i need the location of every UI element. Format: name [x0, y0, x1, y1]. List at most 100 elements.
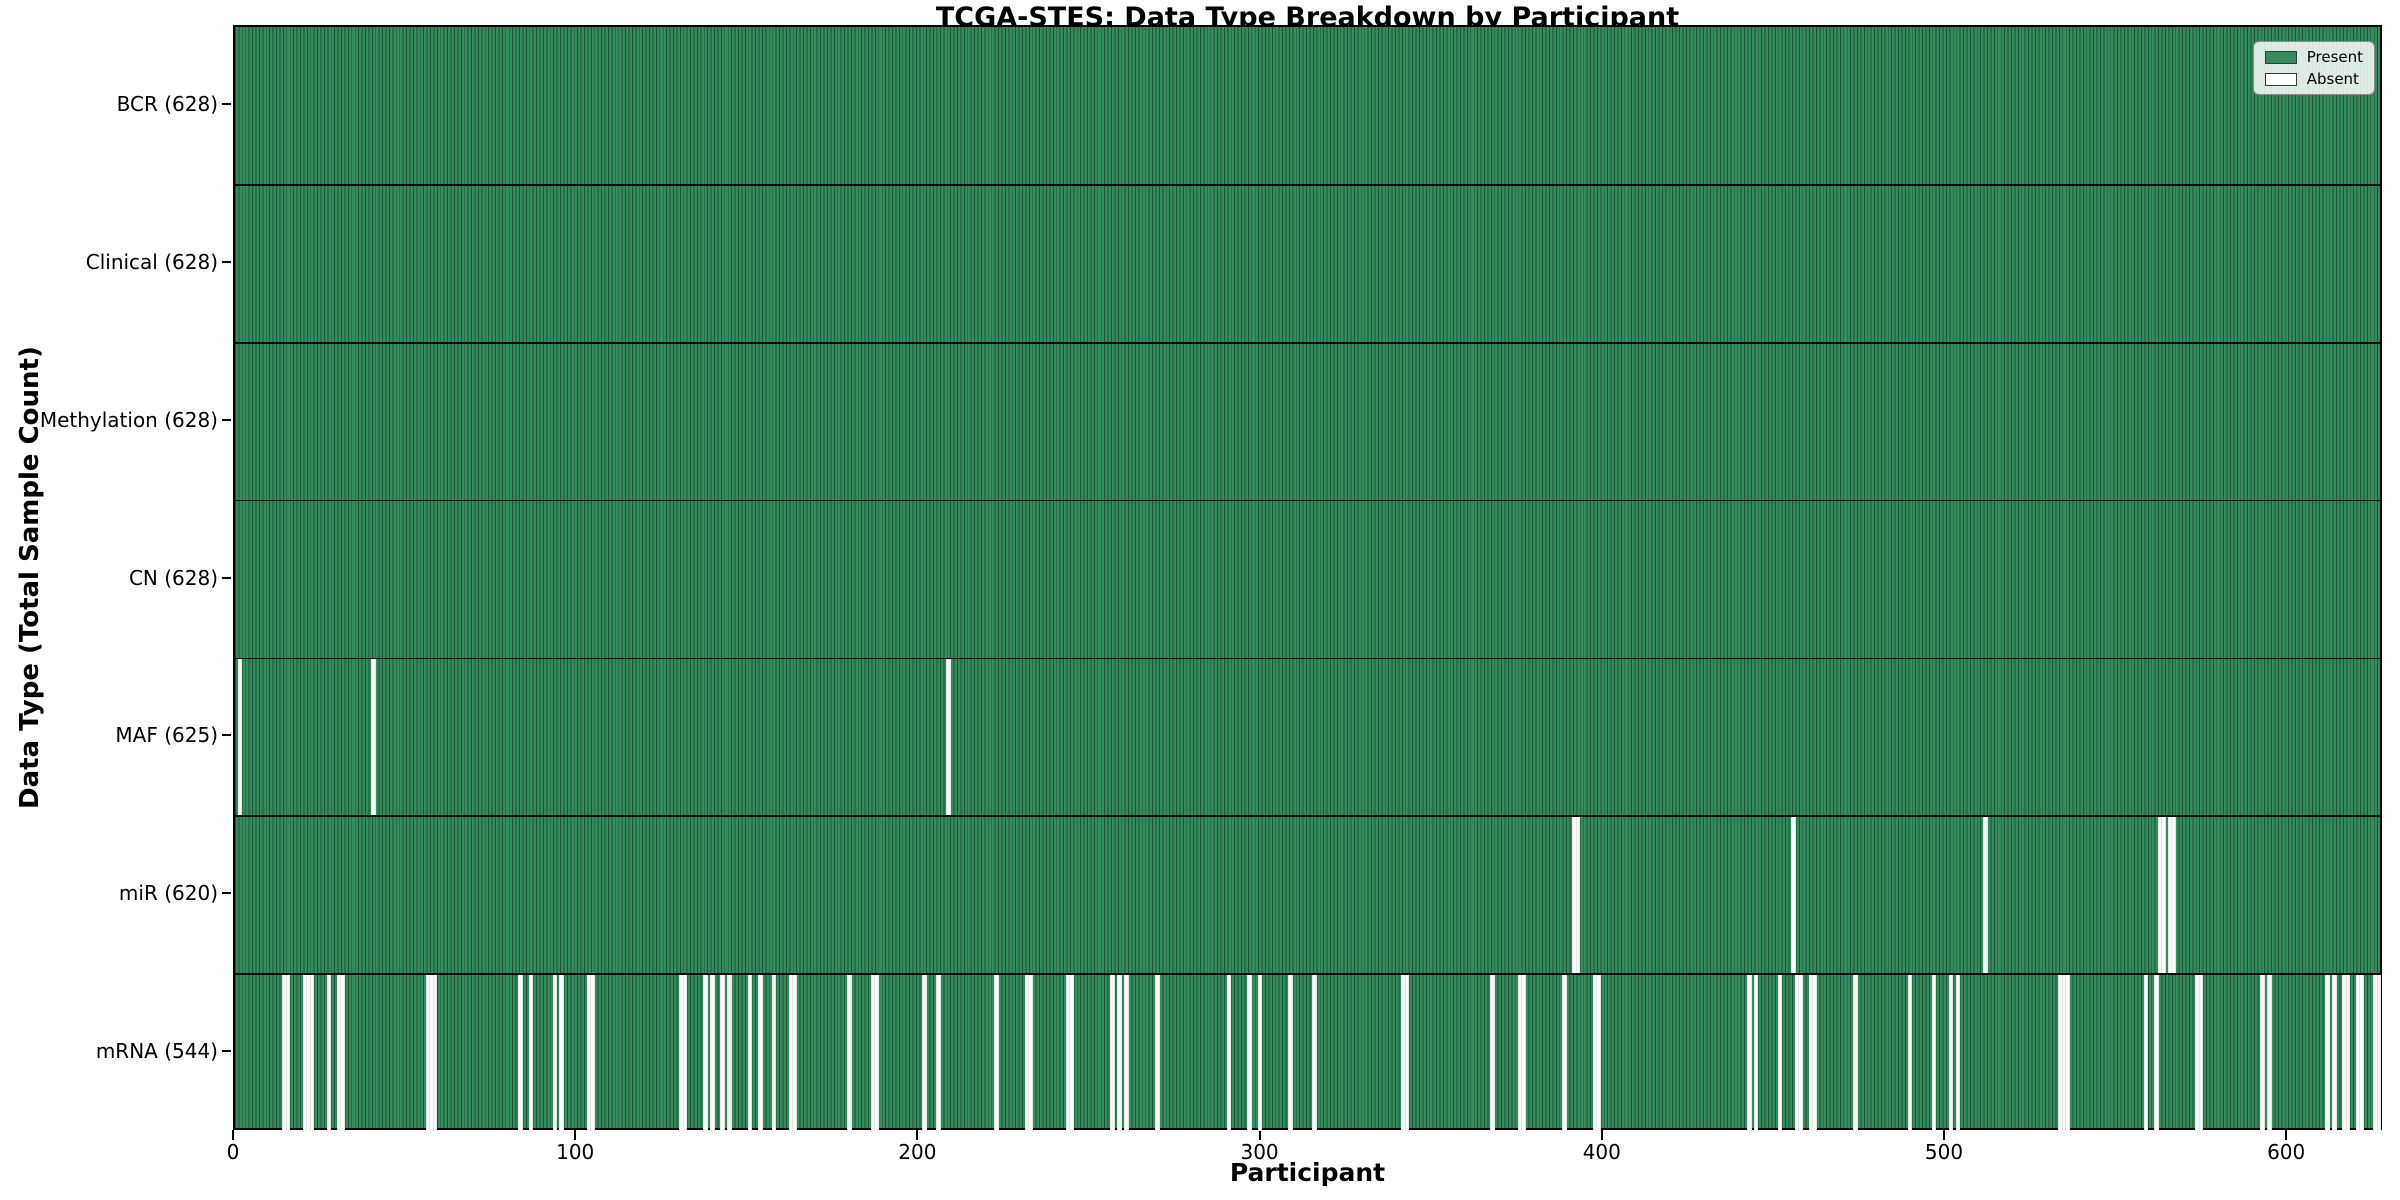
absent-cell-mRNA: [747, 975, 753, 1131]
absent-cell-mRNA: [2061, 975, 2067, 1131]
absent-cell-mRNA: [2345, 975, 2351, 1131]
absent-cell-mRNA: [2154, 975, 2159, 1131]
y-tick-mark: [222, 418, 231, 421]
absent-cell-mRNA: [1024, 975, 1030, 1131]
absent-cell-mRNA: [2058, 975, 2063, 1131]
absent-cell-mRNA: [1401, 975, 1406, 1131]
y-tick-label-mRNA: mRNA (544): [95, 1039, 218, 1064]
absent-cell-mRNA: [2198, 975, 2204, 1131]
row-separator: [235, 973, 2380, 976]
absent-cell-mRNA: [1907, 975, 1913, 1131]
absent-cell-mRNA: [309, 975, 315, 1131]
x-tick-mark: [1600, 1130, 1603, 1140]
absent-cell-mRNA: [1808, 975, 1814, 1131]
absent-cell-mRNA: [2065, 975, 2070, 1131]
legend: Present Absent: [2252, 41, 2375, 95]
absent-cell-mRNA: [429, 975, 435, 1131]
y-tick-mark: [222, 892, 231, 895]
legend-swatch-absent: [2264, 72, 2297, 86]
absent-cell-mRNA: [2356, 975, 2361, 1131]
absent-cell-mRNA: [1753, 975, 1759, 1131]
absent-cell-mRNA: [285, 975, 291, 1131]
absent-cell-mRNA: [2267, 975, 2272, 1131]
absent-cell-mRNA: [1794, 975, 1800, 1131]
x-tick-label: 400: [1582, 1140, 1621, 1164]
absent-cell-miR: [2157, 817, 2163, 974]
absent-cell-mRNA: [2195, 975, 2200, 1131]
absent-cell-mRNA: [1521, 975, 1526, 1131]
legend-entry-present: Present: [2264, 48, 2363, 66]
x-tick-label: 0: [226, 1140, 240, 1164]
absent-cell-mRNA: [432, 975, 438, 1131]
x-tick-label: 300: [1240, 1140, 1279, 1164]
absent-cell-mRNA: [1490, 975, 1495, 1131]
absent-cell-MAF: [946, 659, 951, 816]
absent-cell-mRNA: [340, 975, 346, 1131]
absent-cell-mRNA: [518, 975, 524, 1131]
x-tick-label: 200: [898, 1140, 937, 1164]
absent-cell-mRNA: [2143, 975, 2149, 1131]
x-tick-mark: [1942, 1130, 1945, 1140]
absent-cell-mRNA: [1110, 975, 1116, 1131]
absent-cell-mRNA: [586, 975, 592, 1131]
absent-cell-mRNA: [1117, 975, 1122, 1131]
absent-cell-mRNA: [326, 975, 332, 1131]
absent-cell-mRNA: [2373, 975, 2378, 1131]
absent-cell-mRNA: [1852, 975, 1858, 1131]
x-tick-mark: [916, 1130, 919, 1140]
plot-area: Present Absent: [233, 25, 2382, 1131]
absent-cell-mRNA: [922, 975, 927, 1131]
absent-cell-mRNA: [528, 975, 534, 1131]
y-tick-label-miR: miR (620): [118, 881, 218, 906]
absent-cell-mRNA: [720, 975, 725, 1131]
absent-cell-miR: [1791, 817, 1796, 974]
absent-cell-mRNA: [2260, 975, 2265, 1131]
absent-cell-miR: [2160, 817, 2166, 974]
absent-cell-miR: [2171, 817, 2176, 974]
absent-cell-mRNA: [874, 975, 879, 1131]
absent-cell-mRNA: [679, 975, 684, 1131]
absent-cell-mRNA: [337, 975, 342, 1131]
row-separator: [235, 341, 2380, 344]
row-separator: [235, 815, 2380, 818]
x-tick-mark: [1258, 1130, 1261, 1140]
absent-cell-mRNA: [1154, 975, 1160, 1131]
absent-cell-mRNA: [1746, 975, 1752, 1131]
absent-cell-mRNA: [703, 975, 708, 1131]
x-tick-mark: [232, 1130, 234, 1140]
absent-cell-miR: [2167, 817, 2173, 974]
y-tick-mark: [222, 102, 231, 105]
absent-cell-mRNA: [792, 975, 797, 1131]
y-tick-label-CN: CN (628): [128, 565, 218, 590]
absent-cell-MAF: [237, 659, 243, 816]
absent-cell-mRNA: [1811, 975, 1817, 1131]
absent-cell-mRNA: [2332, 975, 2337, 1131]
absent-cell-mRNA: [1931, 975, 1937, 1131]
absent-cell-mRNA: [302, 975, 308, 1131]
x-tick-label: 100: [556, 1140, 595, 1164]
absent-cell-mRNA: [1288, 975, 1293, 1131]
y-tick-mark: [222, 1050, 231, 1053]
absent-cell-mRNA: [1247, 975, 1252, 1131]
y-tick-label-MAF: MAF (625): [115, 723, 218, 748]
absent-cell-miR: [1983, 817, 1988, 974]
row-separator: [235, 657, 2380, 660]
legend-label: Present: [2306, 48, 2363, 66]
absent-cell-mRNA: [1124, 975, 1129, 1131]
absent-cell-mRNA: [710, 975, 715, 1131]
absent-cell-mRNA: [1065, 975, 1071, 1131]
absent-cell-mRNA: [682, 975, 688, 1131]
x-tick-label: 600: [2267, 1140, 2306, 1164]
x-axis-title: Participant: [1229, 1158, 1386, 1187]
absent-cell-mRNA: [552, 975, 558, 1131]
absent-cell-mRNA: [1069, 975, 1074, 1131]
y-tick-label-Methylation: Methylation (628): [39, 407, 218, 432]
absent-cell-mRNA: [426, 975, 431, 1131]
absent-cell-mRNA: [559, 975, 565, 1131]
y-tick-label-Clinical: Clinical (628): [85, 249, 218, 274]
absent-cell-mRNA: [1562, 975, 1567, 1131]
absent-cell-mRNA: [1257, 975, 1263, 1131]
x-tick-mark: [2285, 1130, 2288, 1140]
row-separator: [235, 183, 2380, 186]
absent-cell-mRNA: [1592, 975, 1598, 1131]
